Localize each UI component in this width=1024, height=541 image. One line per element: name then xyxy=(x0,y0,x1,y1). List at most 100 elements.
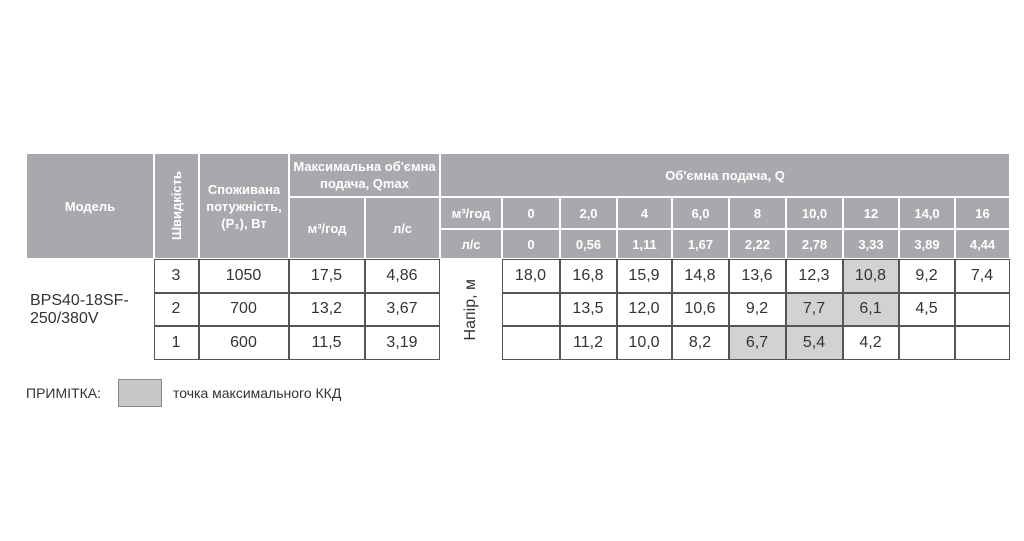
cell: 8,2 xyxy=(671,325,729,360)
header-cell: м³/год xyxy=(440,197,502,229)
header-cell-text: м³/год xyxy=(451,205,491,221)
header-cell-text: 14,0 xyxy=(914,205,940,221)
cell-text: 10,6 xyxy=(684,300,716,317)
cell xyxy=(501,292,560,326)
cell: 16,8 xyxy=(559,258,617,293)
header-cell: 10,0 xyxy=(786,197,843,229)
header-cell: 3,33 xyxy=(843,229,899,259)
cell-text: 17,5 xyxy=(310,266,343,284)
header-cell-text: 4,44 xyxy=(969,236,996,252)
cell: 600 xyxy=(198,325,289,360)
header-cell: 8 xyxy=(729,197,786,229)
cell-text: 2 xyxy=(171,300,181,317)
header-cell: Об'ємна подача, Q xyxy=(440,153,1010,197)
header-cell-text: 16 xyxy=(975,205,990,221)
header-cell: 12 xyxy=(843,197,899,229)
cell: 13,6 xyxy=(728,258,786,293)
cell: 17,5 xyxy=(288,258,365,293)
cell-text: 13,5 xyxy=(572,300,604,317)
header-cell: 14,0 xyxy=(899,197,955,229)
header-cell: 4 xyxy=(617,197,672,229)
cell-text: 4,5 xyxy=(915,300,938,317)
header-cell: 0 xyxy=(502,197,560,229)
head-label-cell: Напір, м xyxy=(440,259,502,360)
header-cell-text: Максимальна об'ємна подача, Qmax xyxy=(293,159,436,191)
cell-text: 13,6 xyxy=(741,266,773,284)
cell-text: 10,0 xyxy=(628,333,660,351)
header-cell-text: л/с xyxy=(461,236,481,252)
cell-text: 7,7 xyxy=(802,300,826,317)
cell-text: 8,2 xyxy=(688,333,712,351)
header-cell: 0,56 xyxy=(560,229,617,259)
cell: 10,0 xyxy=(616,325,672,360)
cell xyxy=(898,325,955,360)
cell-text: 13,2 xyxy=(310,300,343,317)
cell: 1050 xyxy=(198,258,289,293)
header-cell-text: 2,22 xyxy=(744,236,771,252)
cell: 4,2 xyxy=(842,325,899,360)
header-cell-text: 3,89 xyxy=(914,236,940,252)
cell-text: 12,3 xyxy=(798,266,830,284)
cell: 14,8 xyxy=(671,258,729,293)
header-cell-text: 0 xyxy=(527,236,535,252)
cell-text: 11,2 xyxy=(573,333,603,351)
head-label: Напір, м xyxy=(462,278,479,341)
header-cell: 6,0 xyxy=(672,197,729,229)
header-cell: 4,44 xyxy=(955,229,1010,259)
cell-text: 7,4 xyxy=(970,266,994,284)
cell-text: 12,0 xyxy=(628,300,660,317)
cell: 9,2 xyxy=(728,292,786,326)
cell: 12,0 xyxy=(616,292,672,326)
cell: 12,3 xyxy=(785,258,843,293)
header-cell-text: 0 xyxy=(527,205,535,221)
cell: 3,67 xyxy=(364,292,440,326)
cell: 18,0 xyxy=(501,258,560,293)
cell-text: 14,8 xyxy=(684,266,716,284)
header-cell-text: 8 xyxy=(753,205,762,221)
cell-text: 3,67 xyxy=(386,300,418,317)
cell: 6,1 xyxy=(842,292,899,326)
cell: 10,6 xyxy=(671,292,729,326)
cell: 15,9 xyxy=(616,258,672,293)
cell-text: 3,19 xyxy=(386,333,418,351)
cell-text: 16,8 xyxy=(572,266,604,284)
header-cell: 1,11 xyxy=(617,229,672,259)
header-cell-text: 0,56 xyxy=(575,236,602,252)
cell: 3 xyxy=(153,258,199,293)
header-cell-text: 10,0 xyxy=(801,205,828,221)
cell: 11,2 xyxy=(559,325,617,360)
header-cell-text: Об'ємна подача, Q xyxy=(665,167,785,183)
header-cell: л/с xyxy=(440,229,502,259)
cell-text: 9,2 xyxy=(915,266,938,284)
cell-text: 3 xyxy=(171,266,181,284)
cell-text: 700 xyxy=(230,300,257,317)
header-cell-text: Споживана потужність, (P₁), Вт xyxy=(206,181,282,231)
header-cell: 16 xyxy=(955,197,1010,229)
header-cell: 3,89 xyxy=(899,229,955,259)
cell: 4,86 xyxy=(364,258,440,293)
header-cell-text: 6,0 xyxy=(691,205,710,221)
cell-text: 6,7 xyxy=(745,333,769,351)
header-text: Швидкість xyxy=(169,171,184,241)
cell: 700 xyxy=(198,292,289,326)
cell xyxy=(954,292,1010,326)
header-cell: 0 xyxy=(502,229,560,259)
header-cell: Максимальна об'ємна подача, Qmax xyxy=(289,153,440,197)
header-cell-text: м³/год xyxy=(307,220,347,236)
note-text: точка максимального ККД xyxy=(173,385,342,401)
cell-text: 4,86 xyxy=(386,266,418,284)
header-cell-text: 1,67 xyxy=(687,236,714,252)
cell: 9,2 xyxy=(898,258,955,293)
header-cell: Швидкість xyxy=(154,153,199,259)
header-cell: м³/год xyxy=(289,197,365,259)
cell-text: 6,1 xyxy=(859,300,882,317)
cell: 5,4 xyxy=(785,325,843,360)
cell-text: 1 xyxy=(171,333,181,351)
header-cell-text: 1,11 xyxy=(632,236,657,252)
model-cell: BPS40-18SF-250/380V xyxy=(26,259,154,360)
header-cell: 2,22 xyxy=(729,229,786,259)
cell-text: 15,9 xyxy=(628,266,660,284)
cell xyxy=(501,325,560,360)
header-cell-text: 2,0 xyxy=(579,205,598,221)
cell: 7,4 xyxy=(954,258,1010,293)
